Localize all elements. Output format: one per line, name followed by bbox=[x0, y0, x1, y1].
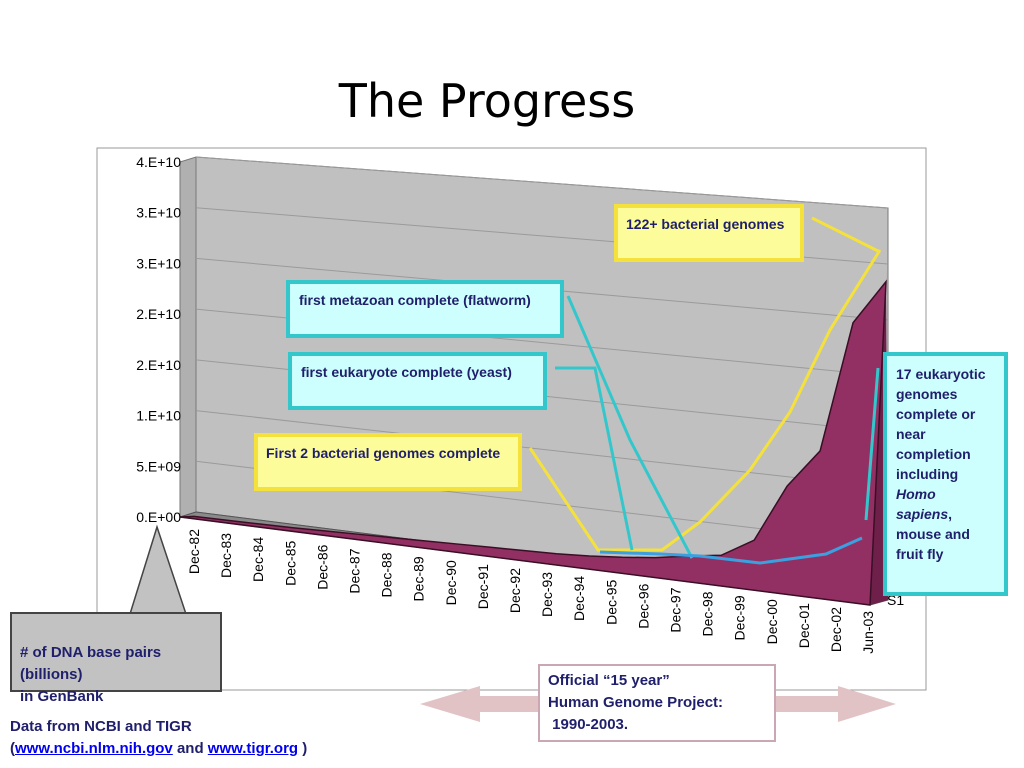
x-axis-ticks: Dec-82 Dec-83 Dec-84 Dec-85 Dec-86 Dec-87 Dec-… bbox=[186, 529, 876, 654]
leader-metazoan bbox=[566, 295, 694, 559]
x-tick-label: Dec-97 bbox=[668, 587, 684, 632]
hgp-line2: Human Genome Project: bbox=[548, 694, 724, 711]
x-tick-label: Dec-93 bbox=[539, 572, 555, 617]
callout-17-italic: Homo sapiens bbox=[896, 486, 949, 522]
callout-122-bacterial: 122+ bacterial genomes bbox=[614, 204, 804, 262]
hgp-line3: 1990-2003. bbox=[548, 716, 629, 733]
y-tick-label: 2.E+10 bbox=[136, 306, 181, 322]
x-tick-label: Dec-92 bbox=[507, 568, 523, 613]
callout-first-bacterial: First 2 bacterial genomes complete bbox=[254, 433, 522, 491]
leader-122-bacterial bbox=[811, 216, 881, 254]
gridline bbox=[195, 156, 889, 209]
callout-base-pairs: # of DNA base pairs (billions) in GenBan… bbox=[10, 612, 222, 705]
x-tick-label: Dec-94 bbox=[571, 576, 587, 621]
x-tick-label: Dec-83 bbox=[218, 533, 234, 578]
leader-first-bacterial bbox=[528, 249, 882, 552]
gridline bbox=[195, 410, 889, 489]
x-tick-label: Dec-84 bbox=[250, 537, 266, 582]
tigr-link[interactable]: www.tigr.org bbox=[207, 740, 299, 757]
y-tick-label: 1.E+10 bbox=[136, 408, 181, 424]
x-tick-label: Dec-00 bbox=[764, 599, 780, 644]
footer-line2: (www.ncbi.nlm.nih.gov and www.tigr.org ) bbox=[10, 740, 308, 757]
x-tick-label: Dec-95 bbox=[603, 579, 619, 624]
x-tick-label: Dec-86 bbox=[314, 544, 330, 589]
footer-line1: Data from NCBI and TIGR bbox=[10, 718, 192, 735]
y-axis-ticks: 0.E+00 5.E+09 1.E+10 2.E+10 2.E+10 3.E+10 3.E+… bbox=[136, 154, 181, 525]
leader-17-eukaryotic bbox=[864, 367, 880, 521]
blue-line bbox=[599, 536, 863, 565]
y-tick-label: 2.E+10 bbox=[136, 357, 181, 373]
y-tick-label: 3.E+10 bbox=[136, 205, 181, 221]
hgp-line1: Official “15 year” bbox=[548, 672, 670, 689]
chart-side-wall bbox=[179, 156, 197, 518]
y-tick-label: 5.E+09 bbox=[136, 458, 181, 474]
x-tick-label: Dec-02 bbox=[828, 607, 844, 652]
area-series-front bbox=[179, 279, 887, 606]
callout-first-eukaryote: first eukaryote complete (yeast) bbox=[288, 352, 547, 410]
x-tick-label: Dec-85 bbox=[282, 540, 298, 585]
hgp-box: Official “15 year” Human Genome Project:… bbox=[538, 664, 776, 742]
ncbi-link[interactable]: www.ncbi.nlm.nih.gov bbox=[15, 740, 173, 757]
x-tick-label: Dec-90 bbox=[443, 560, 459, 605]
callout-first-metazoan: first metazoan complete (flatworm) bbox=[286, 280, 564, 338]
slide-title: The Progress bbox=[338, 74, 636, 128]
x-tick-label: Dec-87 bbox=[347, 548, 363, 593]
x-tick-label: Jun-03 bbox=[860, 611, 876, 654]
x-tick-label: Dec-01 bbox=[796, 603, 812, 648]
y-tick-label: 3.E+10 bbox=[136, 255, 181, 271]
callout-17-eukaryotic: 17 eukaryotic genomes complete or near c… bbox=[883, 352, 1008, 596]
x-tick-label: Dec-96 bbox=[635, 583, 651, 628]
series-label: S1 bbox=[887, 592, 904, 608]
footer-source-note: Data from NCBI and TIGR (www.ncbi.nlm.ni… bbox=[10, 716, 307, 760]
x-tick-label: Dec-89 bbox=[411, 556, 427, 601]
x-tick-label: Dec-98 bbox=[700, 591, 716, 636]
x-tick-label: Dec-99 bbox=[732, 595, 748, 640]
x-tick-label: Dec-88 bbox=[379, 552, 395, 597]
y-tick-label: 4.E+10 bbox=[136, 154, 181, 170]
x-tick-label: Dec-82 bbox=[186, 529, 202, 574]
x-tick-label: Dec-91 bbox=[475, 564, 491, 609]
y-tick-label: 0.E+00 bbox=[136, 509, 181, 525]
leader-eukaryote bbox=[555, 366, 634, 551]
